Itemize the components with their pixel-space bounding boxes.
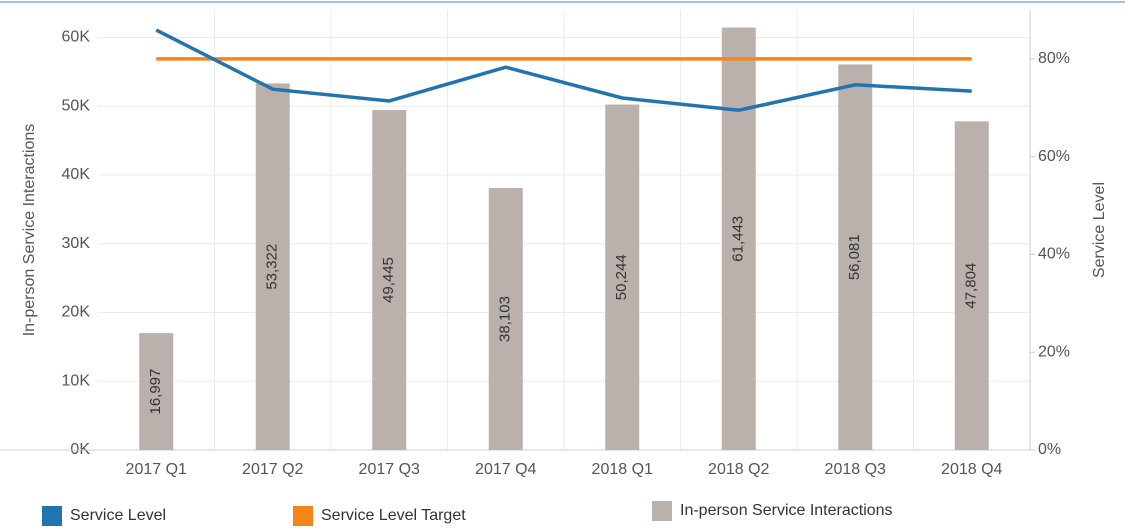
data-label: 56,081 (846, 234, 863, 280)
data-label: 53,322 (264, 244, 281, 290)
legend-label: In-person Service Interactions (680, 502, 893, 519)
y2-axis-title: Service Level (1091, 182, 1108, 278)
data-label: 49,445 (380, 257, 397, 303)
y-tick-label: 60K (62, 29, 91, 46)
y-axis-title: In-person Service Interactions (21, 124, 38, 337)
y2-tick-label: 0% (1038, 441, 1061, 458)
bar (954, 121, 989, 450)
bar (721, 27, 756, 450)
y2-tick-label: 20% (1038, 343, 1070, 360)
x-tick-label: 2017 Q1 (126, 461, 187, 478)
data-label: 16,997 (147, 369, 164, 415)
x-tick-label: 2018 Q1 (592, 461, 653, 478)
x-tick-label: 2018 Q2 (708, 461, 769, 478)
bar (372, 110, 407, 451)
y2-tick-label: 80% (1038, 50, 1070, 67)
legend-label: Service Level (70, 507, 166, 524)
legend-swatch (652, 501, 672, 521)
y-tick-label: 20K (62, 304, 91, 321)
legend-swatch (293, 506, 313, 526)
data-label: 38,103 (497, 296, 514, 342)
data-label: 50,244 (613, 254, 630, 300)
x-tick-label: 2017 Q4 (475, 461, 536, 478)
x-tick-label: 2018 Q3 (825, 461, 886, 478)
bar (605, 104, 640, 450)
data-label: 61,443 (730, 216, 747, 262)
bar (139, 333, 174, 450)
y2-tick-label: 60% (1038, 148, 1070, 165)
legend-label: Service Level Target (321, 507, 466, 524)
data-label: 47,804 (963, 263, 980, 309)
line (155, 28, 972, 112)
y-tick-label: 40K (62, 166, 91, 183)
y-tick-label: 50K (62, 97, 91, 114)
x-tick-label: 2018 Q4 (941, 461, 1002, 478)
y2-tick-label: 40% (1038, 246, 1070, 263)
x-tick-label: 2017 Q3 (359, 461, 420, 478)
bar (255, 83, 290, 450)
bar (838, 64, 873, 451)
y-tick-label: 30K (62, 235, 91, 252)
bar (488, 188, 523, 450)
x-tick-label: 2017 Q2 (242, 461, 303, 478)
y-tick-label: 10K (62, 372, 91, 389)
legend-swatch (42, 506, 62, 526)
